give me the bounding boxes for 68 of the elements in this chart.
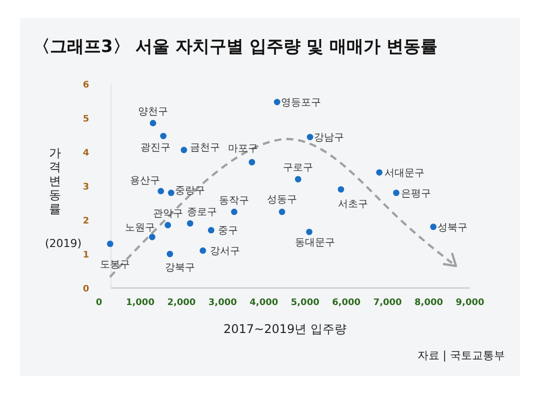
annotation: 성북구	[437, 222, 468, 234]
x-tick-label: 3,000	[208, 298, 237, 308]
annotation: 관악구	[152, 208, 183, 220]
annotation: 동작구	[219, 195, 250, 206]
point	[306, 134, 314, 140]
annotation: 서대문구	[384, 168, 424, 179]
annotation: 성동구	[267, 194, 298, 206]
point	[208, 227, 214, 234]
point	[186, 220, 194, 227]
text: 자료 | 국토교통부	[417, 349, 505, 362]
point	[158, 188, 164, 194]
point	[168, 190, 174, 196]
x-tick-label: 6,000	[332, 298, 361, 308]
point	[148, 234, 156, 240]
point	[338, 186, 344, 193]
annotation: 중랑구	[175, 185, 206, 196]
annotation: 동대문구	[295, 237, 336, 248]
y-tick-label: 1	[82, 250, 90, 260]
annotation: 강서구	[210, 246, 240, 258]
point	[180, 146, 188, 154]
point	[376, 169, 383, 176]
y-tick-label: 0	[82, 284, 90, 294]
annotation: 마포구	[228, 144, 258, 155]
x-tick-label: 0	[96, 298, 102, 308]
x-tick-label: 4,000	[250, 298, 278, 308]
annotation: 노원구	[125, 222, 156, 234]
x-tick-label: 8,000	[414, 298, 444, 308]
point	[278, 208, 286, 216]
annotation: 은평구	[401, 188, 432, 200]
annotation: 강남구	[314, 132, 344, 144]
y-tick-label: 5	[82, 114, 90, 124]
point	[274, 98, 280, 106]
point	[200, 247, 206, 254]
y-tick-label: 3	[82, 182, 90, 192]
point	[166, 250, 174, 258]
annotation: 용산구	[130, 176, 160, 187]
point	[248, 159, 256, 166]
text: (2019)	[45, 237, 82, 250]
point	[306, 228, 312, 236]
annotation: 금천구	[190, 142, 220, 154]
annotation: 중구	[218, 226, 238, 237]
x-tick-label: 5,000	[290, 298, 320, 308]
annotation: 광진구	[140, 142, 170, 154]
y-tick-label: 6	[82, 80, 90, 90]
annotation: 양천구	[138, 106, 168, 118]
y-axis-title: 가격변동률	[49, 146, 61, 216]
x-axis-title: 2017~2019년 입주량	[224, 322, 346, 336]
point	[430, 224, 437, 230]
chart-title: 〈그래프3〉 서울 자치구별 입주량 및 매매가 변동률	[33, 37, 438, 57]
point	[160, 132, 167, 140]
x-tick-label: 7,000	[373, 298, 402, 308]
annotation: 구로구	[283, 162, 314, 174]
point	[393, 190, 400, 196]
x-tick-label: 1,000	[126, 298, 154, 308]
point	[106, 240, 114, 247]
y-tick-label: 2	[82, 216, 90, 226]
point	[231, 208, 238, 216]
annotation: 종로구	[187, 206, 218, 218]
point	[164, 222, 172, 228]
point	[150, 120, 156, 126]
x-tick-label: 9,000	[456, 298, 484, 308]
x-tick-label: 2,000	[167, 298, 196, 308]
y-tick-label: 4	[82, 148, 90, 158]
annotation: 서초구	[338, 198, 368, 210]
annotation: 도봉구	[100, 259, 130, 270]
annotation: 영등포구	[281, 98, 322, 109]
point	[294, 176, 302, 182]
annotation: 강북구	[164, 262, 195, 274]
